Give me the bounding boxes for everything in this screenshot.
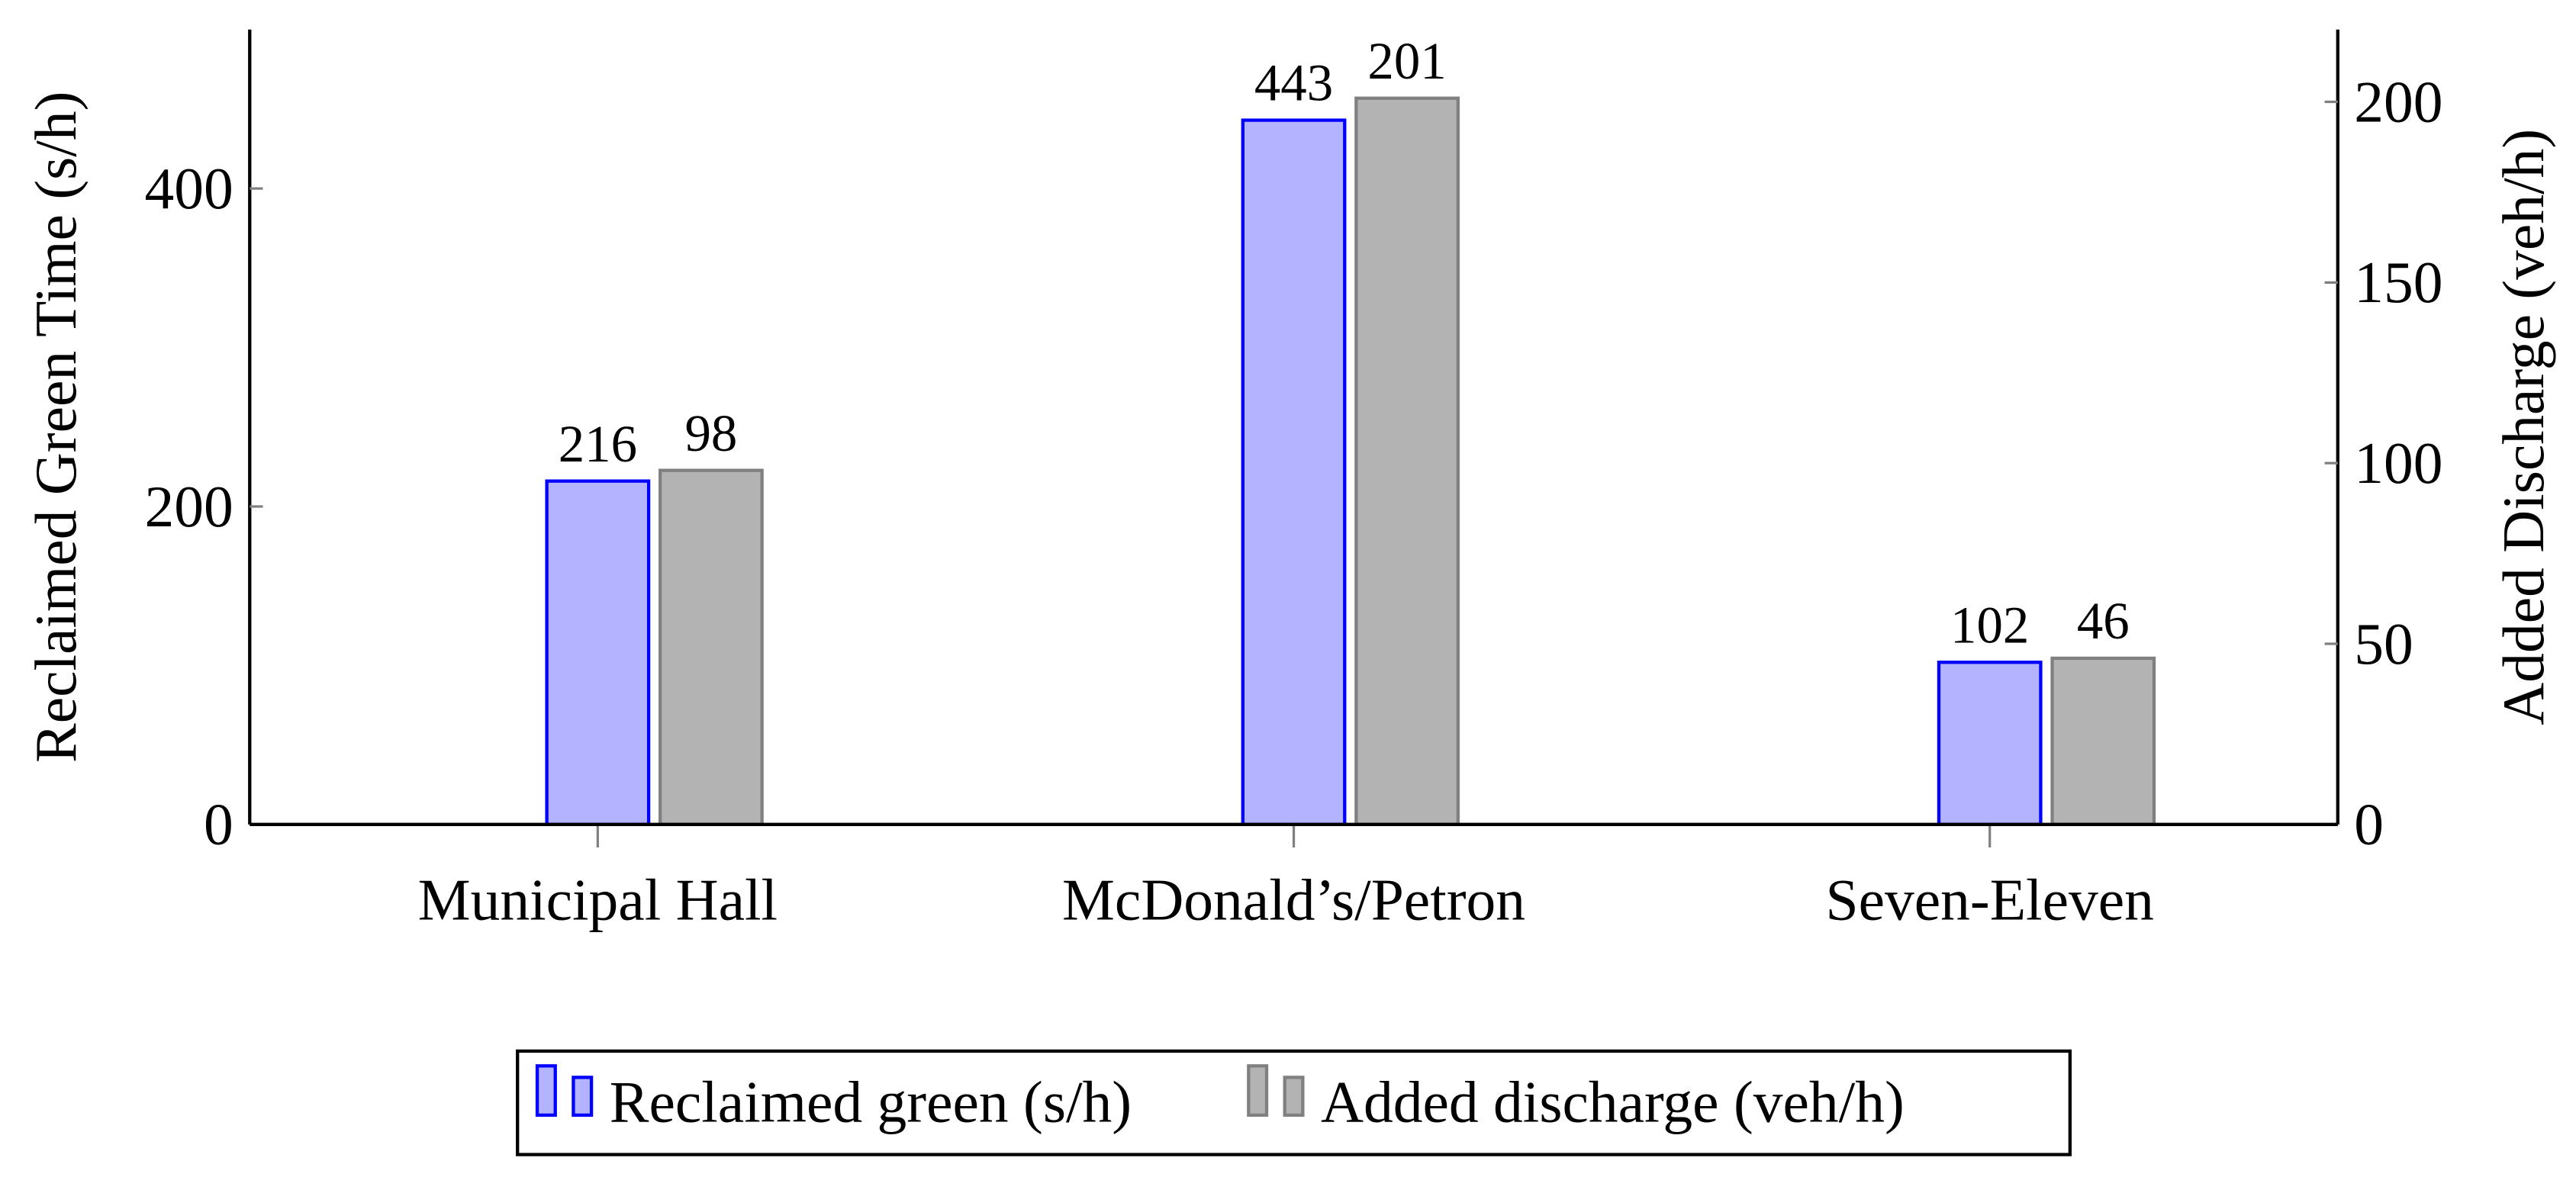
bar bbox=[1937, 661, 2043, 826]
y2-tick-label: 200 bbox=[2354, 69, 2442, 134]
legend-label: Reclaimed green (s/h) bbox=[610, 1069, 1132, 1135]
data-label: 443 bbox=[1254, 54, 1333, 112]
y2-tick-label: 150 bbox=[2354, 249, 2442, 315]
data-label: 46 bbox=[2077, 592, 2130, 650]
y-axis-title: Reclaimed Green Time (s/h) bbox=[23, 92, 89, 763]
data-label: 216 bbox=[559, 415, 637, 473]
bar bbox=[545, 479, 651, 826]
y2-tick-label: 100 bbox=[2354, 430, 2442, 496]
y2-tick-label: 0 bbox=[2354, 792, 2384, 857]
bar bbox=[1241, 118, 1347, 826]
y-tick-label: 200 bbox=[144, 474, 233, 539]
y-tick-label: 400 bbox=[144, 156, 233, 221]
data-label: 201 bbox=[1367, 32, 1446, 90]
y-tick-label: 0 bbox=[204, 792, 233, 857]
x-tick-label: Municipal Hall bbox=[418, 867, 778, 933]
y2-axis-title: Added Discharge (veh/h) bbox=[2491, 129, 2556, 725]
legend-swatch bbox=[572, 1076, 594, 1118]
legend-swatch bbox=[1283, 1076, 1305, 1118]
legend-label: Added discharge (veh/h) bbox=[1321, 1069, 1905, 1135]
bar bbox=[1354, 96, 1460, 826]
y2-tick-label: 50 bbox=[2354, 611, 2413, 677]
bar bbox=[658, 468, 764, 826]
bar bbox=[2050, 656, 2156, 826]
x-tick-label: Seven-Eleven bbox=[1826, 867, 2154, 933]
legend-swatch bbox=[1247, 1064, 1269, 1118]
legend-swatch bbox=[535, 1064, 557, 1118]
data-label: 98 bbox=[684, 404, 737, 462]
legend-box bbox=[516, 1049, 2072, 1156]
x-tick-label: McDonald’s/Petron bbox=[1062, 867, 1525, 933]
data-label: 102 bbox=[1950, 596, 2029, 654]
